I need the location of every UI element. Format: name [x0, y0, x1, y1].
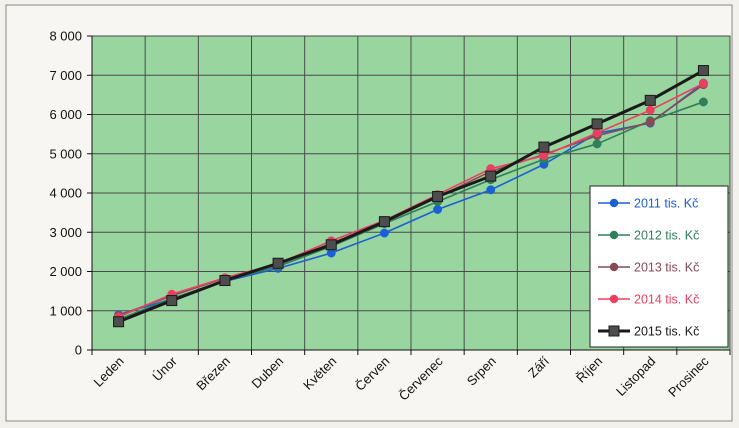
data-point: [113, 316, 125, 328]
y-tick-label: 6 000: [49, 107, 82, 122]
legend-entry: 2011 tis. Kč: [598, 197, 698, 211]
legend-marker: [609, 294, 619, 304]
legend-entry: 2014 tis. Kč: [598, 293, 699, 307]
series-group: [113, 65, 709, 328]
legend-marker: [609, 198, 619, 208]
data-point: [538, 141, 550, 153]
data-point: [698, 97, 708, 107]
legend-marker: [608, 325, 620, 337]
data-point: [485, 170, 497, 182]
data-point: [592, 128, 602, 138]
data-point: [539, 151, 549, 161]
data-point: [432, 191, 444, 203]
y-tick-label: 1 000: [49, 303, 82, 318]
data-point: [591, 118, 603, 130]
legend-label: 2012 tis. Kč: [634, 229, 699, 243]
y-axis: 0 1 000 2 000 3 000 4 000 5 000 6 000 7 000 8 00…: [49, 29, 93, 358]
data-point: [433, 205, 443, 214]
series-line: [118, 69, 705, 324]
legend: 2011 tis. Kč 2012 tis. Kč 2013 tis. Kč 2014…: [589, 185, 729, 348]
data-point: [697, 65, 709, 77]
legend-label: 2014 tis. Kč: [634, 293, 699, 307]
data-point: [166, 295, 178, 307]
legend-entry: 2015 tis. Kč: [598, 325, 699, 339]
data-point: [219, 275, 231, 287]
y-tick-label: 5 000: [49, 146, 82, 161]
legend-entry: 2012 tis. Kč: [598, 229, 699, 243]
y-tick-label: 2 000: [49, 264, 82, 279]
legend-label: 2015 tis. Kč: [634, 325, 699, 339]
series-5: [113, 65, 709, 328]
y-tick-label: 3 000: [49, 225, 82, 240]
legend-label: 2013 tis. Kč: [634, 261, 699, 275]
y-tick-label: 7 000: [49, 68, 82, 83]
legend-marker: [609, 262, 619, 272]
data-point: [645, 105, 655, 115]
data-point: [644, 94, 656, 106]
legend-label: 2011 tis. Kč: [634, 197, 698, 211]
data-point: [698, 79, 708, 88]
legend-marker: [609, 230, 619, 240]
y-tick-label: 4 000: [49, 186, 82, 201]
legend-entry: 2013 tis. Kč: [598, 261, 699, 275]
y-tick-label: 0: [75, 343, 82, 358]
y-tick-label: 8 000: [49, 29, 82, 44]
data-point: [592, 139, 602, 149]
data-point: [645, 117, 655, 127]
data-point: [325, 239, 337, 251]
data-point: [379, 228, 389, 238]
data-point: [272, 257, 284, 269]
data-point: [378, 216, 390, 228]
data-point: [486, 185, 496, 195]
